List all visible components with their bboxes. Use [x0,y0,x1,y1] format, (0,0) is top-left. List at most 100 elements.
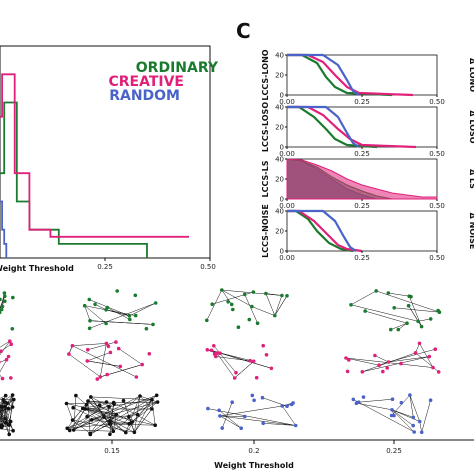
network-edge [85,408,156,426]
network-node [132,430,137,435]
network-edge [4,399,14,407]
network-node [417,419,422,424]
network-node [111,429,116,434]
lccs-panel: 0 20 40 0.00 0.25 0.50 LCCS-LOSO Δ LOSO [261,102,474,158]
network-node [7,423,12,427]
network-node [115,289,119,293]
network-edge [72,345,137,378]
ytick-label: 20 [275,124,284,132]
network-edge [409,395,420,422]
network-node [127,422,132,426]
network-node [144,326,149,331]
network-node [231,307,235,312]
network-node [153,301,158,305]
network-node [150,397,154,402]
network-edge [216,352,235,379]
network-nodes [0,288,442,437]
network-node [409,294,413,299]
network-node [150,407,154,411]
network-edge [281,405,296,426]
network-node [428,398,433,403]
ytick-label: 0 [280,248,284,256]
network-node [419,324,424,329]
network-edge [107,307,130,320]
network-node [87,326,92,331]
network-edge [0,418,6,422]
network-edge [221,289,232,305]
network-node [3,400,7,404]
network-node [242,292,247,297]
network-edge [391,409,420,422]
series-line-random [0,200,8,258]
network-node [212,344,216,348]
network-edge [213,345,237,373]
xtick-label: 0.00 [279,98,295,106]
network-node [269,366,274,371]
network-edge [219,415,296,426]
panel-right-label: Δ NOISE [468,213,474,250]
network-node [356,400,361,405]
network-node [214,354,218,359]
network-edge [0,340,10,348]
network-node [10,327,15,331]
ytick-label: 40 [275,208,284,216]
main-xlabel: Weight Threshold [0,264,74,273]
network-node [0,405,4,409]
network-node [396,327,401,332]
network-node [386,291,391,295]
network-node [147,352,152,356]
network-node [86,399,90,403]
network-edge [362,356,430,373]
network-node [209,348,214,353]
network-edge [374,355,389,363]
network-node [261,421,266,426]
network-node [230,400,234,405]
xtick-label: 0.25 [354,254,370,262]
network-node [108,419,112,424]
network-edge [207,349,254,362]
main-xtick-label: 0.25 [97,263,113,271]
network-node [3,405,7,409]
network-edge [274,295,283,316]
panel-ylabel: LCCS-LONO [261,49,270,100]
network-node [417,341,422,346]
network-node [102,414,106,419]
network-node [250,393,255,398]
network-node [293,423,298,428]
network-edge [75,395,87,406]
network-edge [251,306,275,316]
network-node [85,359,90,363]
network-node [70,418,75,422]
network-node [95,377,100,381]
network-node [374,289,379,293]
network-node [218,414,222,418]
xtick-label: 0.50 [429,98,445,106]
network-edge [409,395,414,418]
network-node [12,397,16,402]
network-node [86,347,90,352]
network-node [251,290,256,294]
network-edge [87,400,115,405]
network-node [105,372,109,377]
network-edge [391,409,414,426]
main-step-chart: 0.25 0.50 Weight Threshold ORDINARY CREA… [0,45,219,273]
network-node [413,351,418,355]
network-xlabel: Weight Threshold [214,461,294,470]
network-node [264,353,269,357]
network-edge [118,348,143,365]
network-node [65,426,69,431]
network-node [226,300,230,304]
network-node [64,401,69,406]
network-edge [4,394,13,407]
network-edge [151,399,156,426]
network-node [90,418,94,422]
network-node [9,342,13,347]
network-edge [73,429,114,432]
network-edge [265,293,282,296]
network-node [118,364,123,369]
network-edge [87,400,91,434]
network-node [104,321,108,326]
network-node [399,361,403,366]
network-node [85,414,89,419]
